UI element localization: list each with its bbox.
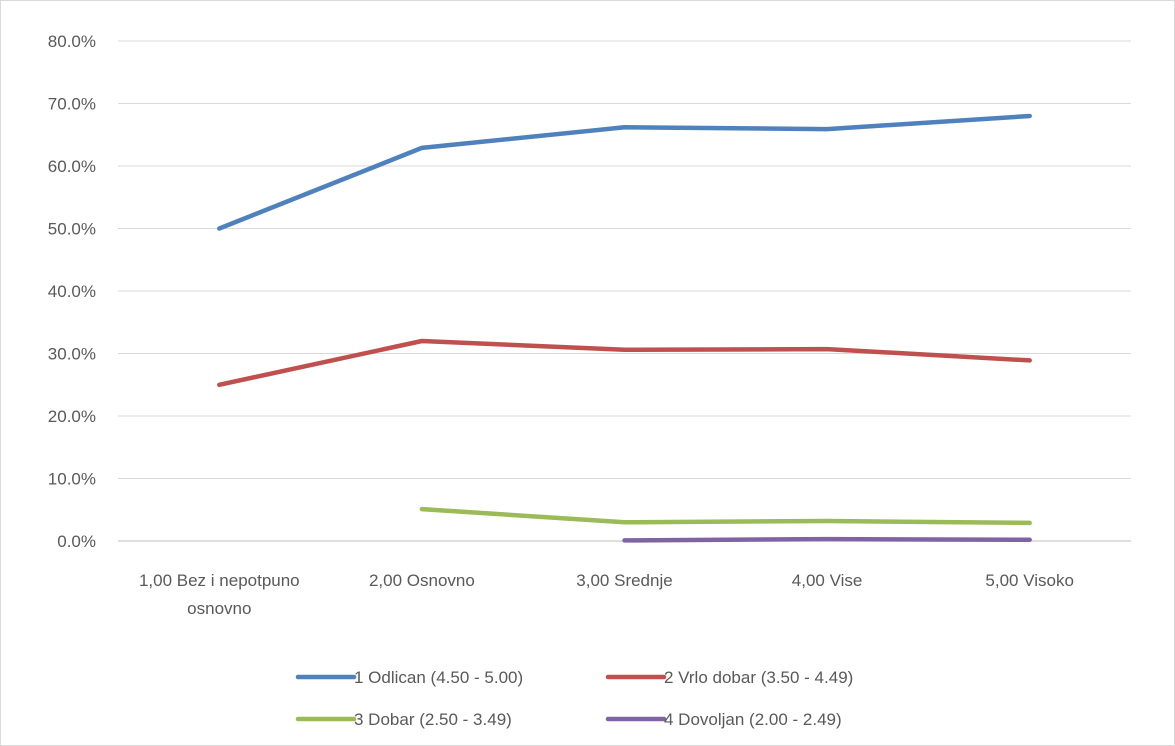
x-tick-label: 4,00 Vise [792,571,863,590]
y-tick-label: 20.0% [48,407,96,426]
legend-label-2: 2 Vrlo dobar (3.50 - 4.49) [664,668,853,687]
legend-label-4: 4 Dovoljan (2.00 - 2.49) [664,710,842,729]
y-tick-label: 10.0% [48,470,96,489]
x-tick-label: 1,00 Bez i nepotpuno osnovno [139,571,300,618]
y-tick-label: 60.0% [48,157,96,176]
y-tick-label: 40.0% [48,282,96,301]
series-line-3 [419,506,1032,526]
y-tick-label: 0.0% [57,532,96,551]
legend-label-3: 3 Dobar (2.50 - 3.49) [354,710,512,729]
y-tick-label: 30.0% [48,345,96,364]
series-line-4 [622,536,1032,543]
x-tick-label: 2,00 Osnovno [369,571,475,590]
y-tick-label: 80.0% [48,32,96,51]
x-tick-label: 3,00 Srednje [576,571,672,590]
series-line-2 [217,338,1032,388]
series-line-1 [217,113,1032,231]
y-axis-tick-labels: 0.0% 10.0% 20.0% 30.0% 40.0% 50.0% 60.0% 70.0% 8… [48,32,96,551]
legend: 1 Odlican (4.50 - 5.00) 2 Vrlo dobar (3.5… [295,668,853,729]
y-tick-label: 50.0% [48,220,96,239]
x-axis-tick-labels: 1,00 Bez i nepotpuno osnovno 2,00 Osnovno 3… [139,571,1074,618]
x-tick-label: 5,00 Visoko [985,571,1074,590]
gridlines [118,40,1131,542]
y-tick-label: 70.0% [48,95,96,114]
series-lines [217,113,1032,543]
legend-label-1: 1 Odlican (4.50 - 5.00) [354,668,523,687]
